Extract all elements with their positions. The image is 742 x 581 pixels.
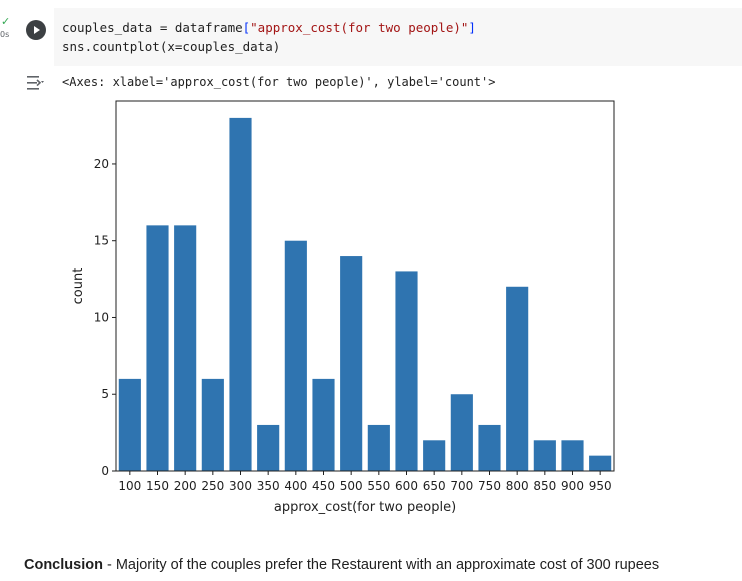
bar-850 [533, 440, 556, 471]
code-editor[interactable]: couples_data = dataframe["approx_cost(fo… [54, 8, 742, 66]
x-tick-label-250: 250 [201, 479, 224, 493]
bar-350 [257, 424, 280, 471]
y-tick-label-20: 20 [94, 157, 109, 171]
play-icon [34, 26, 40, 34]
x-tick-label-150: 150 [146, 479, 169, 493]
x-tick-label-400: 400 [284, 479, 307, 493]
x-tick-label-200: 200 [174, 479, 197, 493]
code-line-2: sns.countplot(x=couples_data) [62, 39, 280, 55]
execution-time: 0s [0, 30, 10, 39]
code-args: (x=couples_data) [159, 39, 281, 54]
x-tick-label-800: 800 [506, 479, 529, 493]
conclusion-body: - Majority of the couples prefer the Res… [102, 557, 660, 573]
bar-900 [561, 440, 584, 471]
bar-100 [118, 378, 141, 471]
bar-600 [395, 271, 418, 471]
bar-250 [201, 378, 224, 471]
run-cell-button[interactable] [26, 20, 46, 40]
countplot-chart: 0 5 10 15 20 100 150 200 250 300 350 400 450 500 550 60… [58, 96, 624, 526]
code-line-1: couples_data = dataframe["approx_cost(fo… [62, 20, 476, 36]
x-tick-label-750: 750 [478, 479, 501, 493]
x-tick-label-300: 300 [229, 479, 252, 493]
y-axis-label: count [71, 268, 86, 305]
code-call: sns.countplot [62, 39, 160, 54]
bar-400 [284, 240, 307, 471]
chart-svg: 0 5 10 15 20 100 150 200 250 300 350 400 450 500 550 60… [71, 100, 615, 515]
code-bracket-close: ] [468, 20, 476, 35]
bar-450 [312, 378, 335, 471]
x-tick-label-450: 450 [312, 479, 335, 493]
bar-750 [478, 424, 501, 471]
x-tick-label-900: 900 [561, 479, 584, 493]
output-toggle-icon[interactable] [26, 74, 46, 92]
code-bracket-open: [ [242, 20, 251, 35]
x-tick-label-550: 550 [367, 479, 390, 493]
x-tick-label-100: 100 [118, 479, 141, 493]
x-tick-label-850: 850 [533, 479, 556, 493]
code-var: couples_data = dataframe [62, 20, 243, 35]
axes-frame [115, 100, 615, 472]
bar-650 [423, 440, 446, 471]
check-icon: ✓ [1, 15, 11, 28]
x-tick-label-350: 350 [257, 479, 280, 493]
x-tick-label-600: 600 [395, 479, 418, 493]
x-tick-label-700: 700 [450, 479, 473, 493]
y-tick-label-10: 10 [94, 310, 109, 324]
output-repr: <Axes: xlabel='approx_cost(for two peopl… [62, 75, 496, 89]
y-tick-label-5: 5 [101, 387, 109, 401]
bar-150 [146, 225, 169, 471]
conclusion-text: Conclusion - Majority of the couples pre… [24, 557, 659, 573]
x-tick-label-500: 500 [340, 479, 363, 493]
bar-300 [229, 117, 252, 471]
cell-status: ✓ 0s [0, 15, 18, 41]
code-string: "approx_cost(for two people)" [250, 20, 469, 35]
y-tick-label-0: 0 [101, 464, 109, 478]
bar-700 [450, 394, 473, 471]
x-tick-label-650: 650 [423, 479, 446, 493]
bar-800 [506, 286, 529, 471]
x-tick-label-950: 950 [589, 479, 612, 493]
bar-500 [340, 256, 363, 471]
conclusion-label: Conclusion [24, 557, 103, 573]
y-tick-label-15: 15 [94, 234, 109, 248]
bar-200 [174, 225, 197, 471]
bar-950 [589, 455, 612, 471]
x-axis-label: approx_cost(for two people) [274, 500, 456, 515]
bar-550 [367, 424, 390, 471]
